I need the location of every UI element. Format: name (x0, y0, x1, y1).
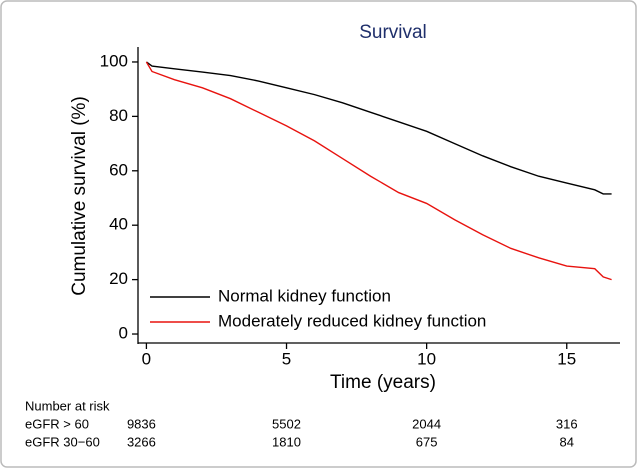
risk-count: 2044 (412, 416, 441, 431)
chart-title: Survival (359, 22, 427, 43)
risk-count: 9836 (127, 416, 156, 431)
risk-count: 316 (556, 416, 578, 431)
x-axis-title: Time (years) (330, 372, 436, 393)
risk-count: 675 (416, 434, 438, 449)
y-tick-label: 100 (100, 51, 128, 70)
y-tick-label: 60 (109, 160, 128, 179)
risk-table-title: Number at risk (25, 398, 110, 413)
y-tick-label: 0 (119, 324, 128, 343)
survival-line (145, 61, 612, 195)
risk-count: 84 (560, 434, 574, 449)
survival-line (145, 61, 612, 281)
risk-count: 1810 (272, 434, 301, 449)
x-tick-label: 5 (282, 349, 291, 368)
y-tick-label: 80 (109, 106, 128, 125)
risk-row-label: eGFR 30−60 (25, 434, 100, 449)
legend-label: Normal kidney function (218, 286, 391, 305)
risk-count: 3266 (127, 434, 156, 449)
y-axis-title: Cumulative survival (%) (69, 96, 90, 296)
y-tick-label: 40 (109, 215, 128, 234)
x-tick-label: 15 (557, 349, 576, 368)
x-tick-label: 10 (417, 349, 436, 368)
risk-count: 5502 (272, 416, 301, 431)
legend-label: Moderately reduced kidney function (218, 311, 486, 330)
x-tick-label: 0 (142, 349, 151, 368)
risk-row-label: eGFR > 60 (25, 416, 89, 431)
y-tick-label: 20 (109, 269, 128, 288)
